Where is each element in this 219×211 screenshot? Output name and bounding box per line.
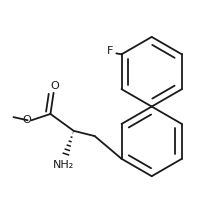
Text: O: O — [23, 115, 31, 125]
Text: F: F — [107, 46, 113, 56]
Text: O: O — [50, 81, 59, 91]
Text: NH₂: NH₂ — [53, 160, 74, 170]
